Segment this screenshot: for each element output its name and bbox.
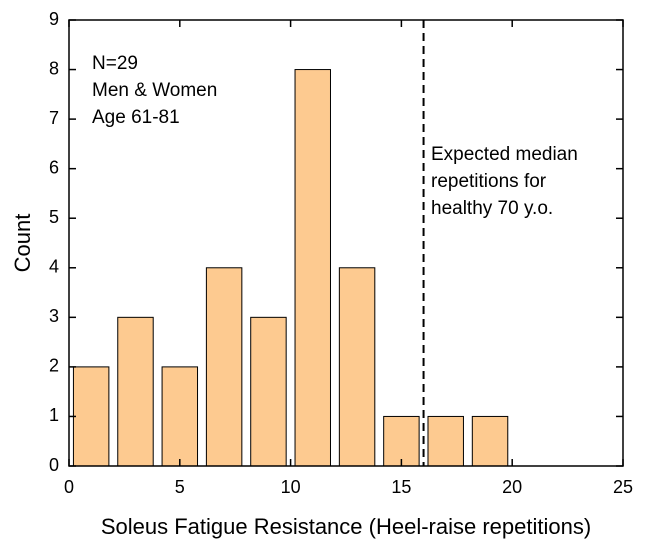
y-tick-label: 9 bbox=[49, 9, 59, 29]
y-tick-label: 6 bbox=[49, 157, 59, 177]
y-tick-label: 1 bbox=[49, 405, 59, 425]
bar bbox=[338, 267, 376, 467]
y-axis-label: Count bbox=[10, 214, 35, 273]
x-axis-label: Soleus Fatigue Resistance (Heel-raise re… bbox=[101, 514, 591, 539]
y-tick-label: 0 bbox=[49, 455, 59, 475]
bar bbox=[72, 366, 110, 467]
annotation: Expected median bbox=[431, 144, 578, 165]
bar bbox=[471, 415, 509, 467]
x-tick-label: 10 bbox=[281, 477, 301, 497]
bar bbox=[250, 316, 287, 467]
y-tick-label: 8 bbox=[49, 58, 59, 78]
annotation: N=29 bbox=[92, 53, 138, 74]
y-tick-label: 5 bbox=[49, 207, 59, 227]
bar bbox=[205, 267, 243, 467]
x-tick-label: 0 bbox=[64, 477, 74, 497]
y-tick-label: 3 bbox=[49, 306, 59, 326]
y-tick-label: 4 bbox=[49, 257, 59, 277]
plot-frame bbox=[68, 19, 624, 467]
bar bbox=[161, 366, 199, 467]
x-tick-label: 5 bbox=[175, 477, 185, 497]
x-tick-label: 15 bbox=[391, 477, 411, 497]
bar bbox=[427, 415, 464, 467]
annotation: repetitions for bbox=[431, 171, 547, 192]
y-tick-label: 2 bbox=[49, 356, 59, 376]
annotation: healthy 70 y.o. bbox=[431, 198, 553, 219]
annotation: Men & Women bbox=[92, 80, 217, 101]
x-tick-label: 20 bbox=[502, 477, 522, 497]
bar bbox=[294, 69, 331, 467]
x-tick-label: 25 bbox=[613, 477, 633, 497]
annotation: Age 61-81 bbox=[92, 107, 180, 128]
y-tick-label: 7 bbox=[49, 108, 59, 128]
bar bbox=[383, 415, 420, 467]
bar bbox=[117, 316, 154, 467]
